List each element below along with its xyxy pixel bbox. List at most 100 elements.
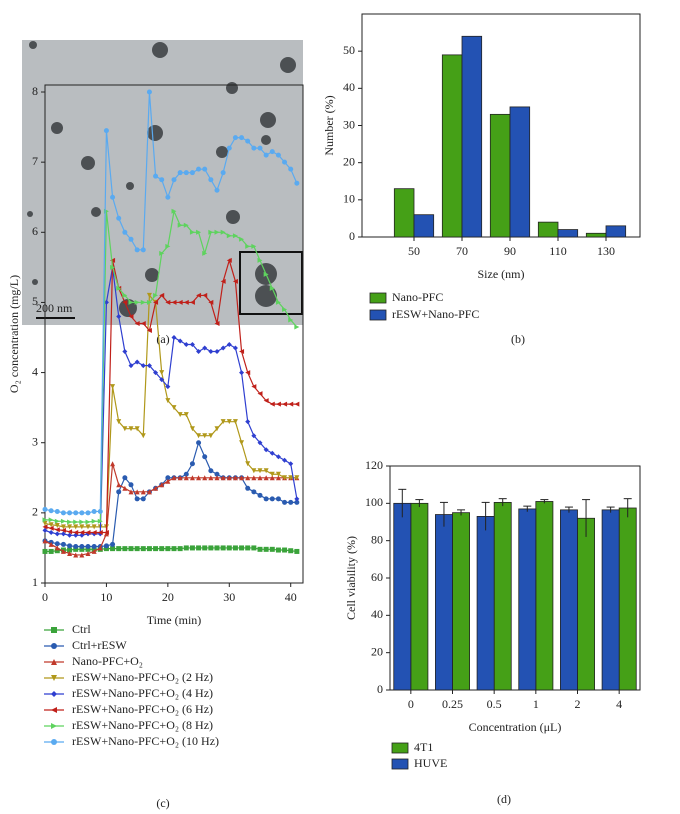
y-tick-label: 0 [377,682,383,696]
bar [605,225,627,238]
legend-label: rESW+Nano-PFC+O₂ (6 Hz) [72,702,213,716]
marker [97,529,103,535]
marker [220,278,226,284]
marker [116,419,122,425]
marker [165,478,171,484]
marker [146,327,152,333]
caption: (c) [156,796,169,810]
marker [85,524,91,530]
legend-label: rESW+Nano-PFC+O₂ (8 Hz) [72,718,213,732]
marker [134,496,140,502]
x-tick-label: 1 [533,697,539,711]
marker [226,145,232,151]
y-tick-label: 3 [32,434,38,448]
x-tick-label: 130 [597,244,615,258]
marker [110,257,116,263]
legend-marker [51,723,57,729]
marker [91,524,97,530]
marker [153,292,159,298]
marker [189,461,195,467]
marker [239,236,245,242]
marker [110,541,116,547]
marker [140,546,146,552]
marker [128,426,134,432]
marker [269,546,275,552]
marker [226,257,232,263]
y-axis-label: Cell viability (%) [344,536,358,620]
marker [263,152,269,158]
marker [122,299,128,305]
bar [452,512,470,691]
marker [288,548,294,554]
marker [177,170,183,176]
marker [140,496,146,502]
marker [232,278,238,284]
marker [54,518,60,524]
marker [196,433,202,439]
marker [153,546,159,552]
marker [196,292,202,298]
marker [67,543,73,549]
marker [294,324,300,330]
marker [220,545,226,551]
marker [91,548,97,554]
x-tick-label: 2 [575,697,581,711]
marker [269,475,275,481]
marker [208,433,214,439]
marker [128,482,134,488]
bar [413,214,435,238]
marker [232,135,238,141]
marker [140,299,146,305]
y-tick-label: 5 [32,294,38,308]
marker [202,292,208,298]
marker [140,433,146,439]
marker [294,475,300,481]
marker [42,524,48,530]
marker [269,496,275,502]
marker [239,349,245,355]
marker [165,299,171,305]
marker [282,475,288,481]
marker [116,285,122,291]
marker [97,508,103,514]
marker [67,529,73,535]
marker [85,529,91,535]
marker [226,233,232,239]
marker [202,454,208,460]
x-axis-label: Size (nm) [478,267,525,281]
marker [183,170,189,176]
bar [601,509,620,691]
marker [79,544,85,550]
marker [196,349,202,355]
marker [183,222,189,228]
bar [577,517,595,691]
legend-label: rESW+Nano-PFC [392,307,479,321]
marker [189,545,195,551]
marker [251,468,257,474]
marker [245,545,251,551]
marker [226,475,232,481]
y-tick-label: 8 [32,84,38,98]
marker [275,152,281,158]
x-tick-label: 0.5 [487,697,502,711]
marker [275,471,281,477]
marker [153,370,159,376]
marker [146,299,152,305]
bar [476,516,495,691]
marker [177,299,183,305]
marker [245,243,251,249]
marker [171,177,177,183]
y-tick-label: 0 [349,229,355,243]
y-tick-label: 20 [371,644,383,658]
marker [67,532,73,538]
marker [60,541,66,547]
marker [128,363,134,369]
marker [239,475,245,481]
marker [183,299,189,305]
legend-label: rESW+Nano-PFC+O₂ (10 Hz) [72,734,219,748]
marker [134,320,140,326]
marker [214,426,220,432]
x-tick-label: 70 [456,244,468,258]
marker [110,384,116,390]
marker [257,257,263,263]
